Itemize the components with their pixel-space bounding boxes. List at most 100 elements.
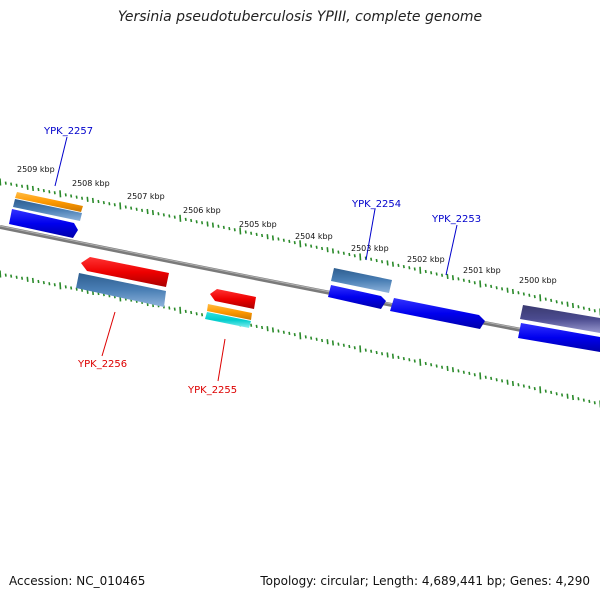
ruler-tick-inner <box>408 358 411 362</box>
feature-steelblue[interactable] <box>13 199 82 221</box>
feature-orange[interactable] <box>15 192 83 212</box>
ruler-tick-inner <box>299 332 302 340</box>
ruler-tick-inner <box>430 363 433 367</box>
cds-ypk-2253[interactable] <box>390 298 485 329</box>
ruler-tick-outer <box>37 187 40 192</box>
ruler-tick-inner <box>326 339 329 345</box>
ruler-tick-outer <box>266 234 269 240</box>
ruler-tick-outer <box>26 184 29 190</box>
gene-label-ypk-2257[interactable]: YPK_2257 <box>43 126 93 137</box>
cds-ypk-2254[interactable] <box>328 285 386 309</box>
cds-ypk-2256[interactable] <box>81 257 169 287</box>
ruler-tick-inner <box>522 384 525 388</box>
ruler-tick-inner <box>337 342 340 346</box>
ruler-tick-outer <box>501 287 504 291</box>
feature-orange[interactable] <box>207 304 252 320</box>
ruler-tick-inner <box>37 279 40 284</box>
ruler-tick-outer <box>293 240 296 245</box>
ruler-tick-inner <box>566 393 569 399</box>
ruler-tick-inner <box>555 392 558 396</box>
ruler-tick-outer <box>479 280 482 288</box>
ruler-tick-outer <box>190 218 193 223</box>
feature-group-2254[interactable] <box>328 268 392 309</box>
gene-label-ypk-2253[interactable]: YPK_2253 <box>431 214 481 225</box>
ruler-tick-inner <box>446 365 449 371</box>
ruler-tick-outer <box>353 254 356 258</box>
ruler-tick-outer <box>484 283 487 287</box>
feature-group-edge[interactable] <box>518 305 600 352</box>
feature-steelblue[interactable] <box>76 273 166 307</box>
ruler-tick-inner <box>419 358 422 366</box>
ruler-tick-inner <box>511 380 514 387</box>
kbp-label: 2507 kbp <box>127 192 165 201</box>
ruler-tick-inner <box>331 340 334 346</box>
ruler-tick-outer <box>151 210 154 216</box>
ruler-tick-inner <box>288 331 291 336</box>
ruler-tick-outer <box>402 264 405 269</box>
ruler-ticks-inner <box>0 270 600 408</box>
ruler-tick-inner <box>571 394 574 401</box>
ruler-tick-outer <box>97 199 100 204</box>
ruler-tick-outer <box>588 307 591 312</box>
ruler-tick-inner <box>353 346 356 350</box>
ruler-tick-outer <box>391 261 394 267</box>
ruler-tick-outer <box>337 250 340 254</box>
ruler-tick-inner <box>364 348 367 352</box>
ruler-tick-outer <box>206 221 209 227</box>
feature-steelblue[interactable] <box>331 268 392 293</box>
ruler-tick-inner <box>266 326 269 332</box>
ruler-tick-inner <box>588 399 591 404</box>
ruler-tick-outer <box>490 284 493 289</box>
ruler-tick-outer <box>419 266 422 274</box>
ruler-tick-outer <box>119 202 122 210</box>
ruler-tick-outer <box>135 207 138 211</box>
ruler-tick-inner <box>490 376 493 381</box>
ruler-tick-outer <box>566 301 569 307</box>
kbp-label: 2509 kbp <box>17 165 55 174</box>
kbp-label: 2505 kbp <box>239 220 277 229</box>
ruler-tick-inner <box>26 276 29 282</box>
feature-cyan[interactable] <box>205 312 251 328</box>
ruler-tick-outer <box>457 277 460 281</box>
ruler-tick-outer <box>228 226 231 231</box>
ruler-tick-outer <box>91 197 94 203</box>
cds-ypk-2255[interactable] <box>210 289 256 309</box>
ruler-tick-inner <box>528 385 531 389</box>
ruler-tick-outer <box>211 222 214 228</box>
ruler-tick-inner <box>539 386 542 394</box>
gene-leader-lines <box>54 136 458 382</box>
cds-ypk-2257[interactable] <box>9 209 78 238</box>
feature-group-2256[interactable] <box>76 257 169 307</box>
ruler-tick-inner <box>315 337 318 341</box>
map-title: Yersinia pseudotuberculosis YPIII, compl… <box>117 9 483 25</box>
ruler-tick-inner <box>321 338 324 343</box>
feature-purple[interactable] <box>520 305 600 333</box>
gene-label-ypk-2256[interactable]: YPK_2256 <box>77 359 127 370</box>
ruler-tick-outer <box>397 263 400 268</box>
ruler-tick-inner <box>544 389 547 393</box>
leader-ypk-2256 <box>101 311 116 357</box>
ruler-ticks-outer <box>0 178 600 316</box>
feature-group-2255[interactable] <box>205 289 256 328</box>
ruler-tick-inner <box>201 313 204 317</box>
gene-label-ypk-2255[interactable]: YPK_2255 <box>187 385 237 396</box>
cds-edge[interactable] <box>518 323 600 352</box>
ruler-tick-outer <box>571 302 574 309</box>
feature-group-2253[interactable] <box>390 298 485 329</box>
ruler-tick-outer <box>304 243 307 247</box>
ruler-tick-inner <box>424 361 427 366</box>
ruler-tick-outer <box>413 267 416 271</box>
ruler-tick-outer <box>386 260 389 266</box>
ruler-tick-inner <box>184 309 187 314</box>
ruler-tick-outer <box>561 301 564 305</box>
accession-text: Accession: NC_010465 <box>9 574 146 588</box>
ruler-tick-outer <box>533 294 536 299</box>
ruler-tick-outer <box>582 306 585 310</box>
feature-group-2257[interactable] <box>9 192 83 238</box>
gene-label-ypk-2254[interactable]: YPK_2254 <box>351 199 401 210</box>
ruler-tick-inner <box>4 273 7 277</box>
ruler-tick-outer <box>184 217 187 222</box>
ruler-tick-outer <box>201 221 204 225</box>
ruler-tick-outer <box>446 273 449 279</box>
